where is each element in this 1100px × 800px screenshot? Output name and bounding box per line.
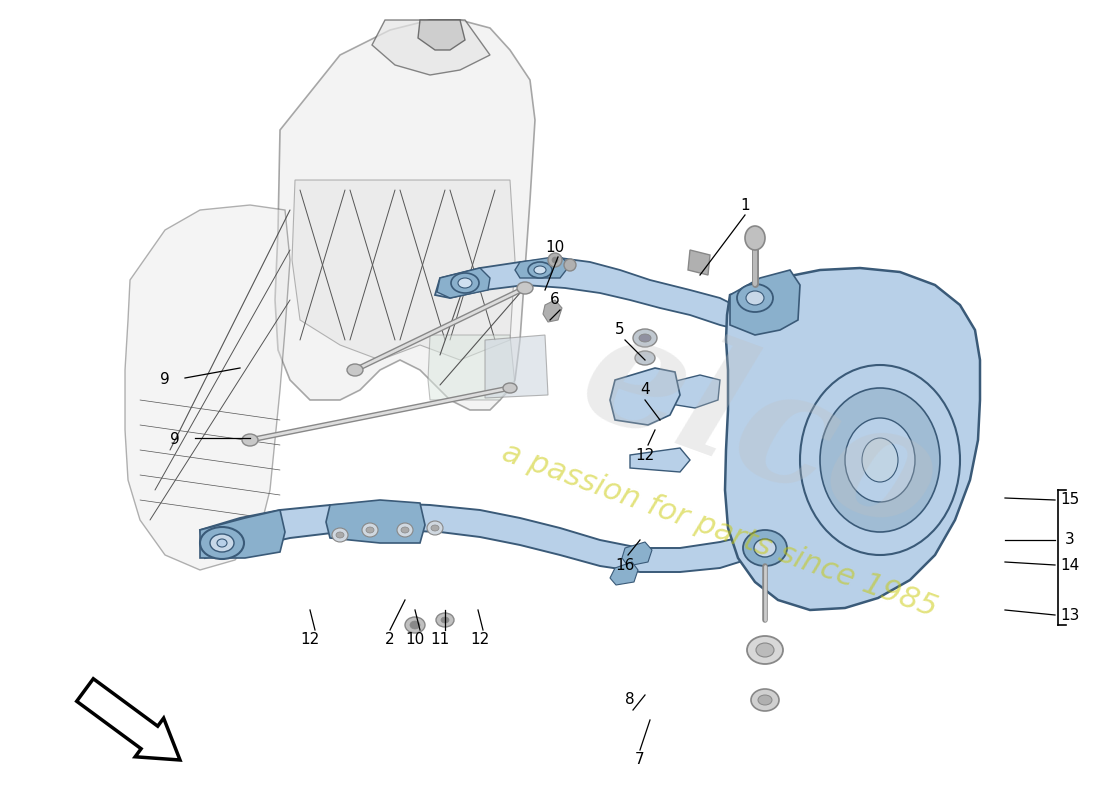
- Polygon shape: [434, 258, 740, 330]
- Ellipse shape: [362, 523, 378, 537]
- Ellipse shape: [528, 262, 552, 278]
- Text: 12: 12: [636, 447, 654, 462]
- Ellipse shape: [742, 530, 786, 566]
- Polygon shape: [372, 20, 490, 75]
- Ellipse shape: [427, 521, 443, 535]
- Ellipse shape: [564, 259, 576, 271]
- Ellipse shape: [451, 273, 478, 293]
- Ellipse shape: [217, 539, 227, 547]
- Text: 9: 9: [161, 373, 169, 387]
- Text: 14: 14: [1060, 558, 1079, 573]
- Ellipse shape: [200, 527, 244, 559]
- Polygon shape: [125, 205, 290, 570]
- Polygon shape: [610, 562, 638, 585]
- Text: 4: 4: [640, 382, 650, 398]
- Ellipse shape: [747, 636, 783, 664]
- Ellipse shape: [332, 528, 348, 542]
- Ellipse shape: [436, 613, 454, 627]
- Ellipse shape: [397, 523, 412, 537]
- Polygon shape: [610, 368, 680, 425]
- Ellipse shape: [552, 257, 558, 263]
- Text: 8: 8: [625, 693, 635, 707]
- Polygon shape: [515, 256, 570, 278]
- Ellipse shape: [754, 539, 776, 557]
- Ellipse shape: [751, 689, 779, 711]
- Polygon shape: [621, 542, 652, 566]
- Text: 10: 10: [546, 239, 564, 254]
- Ellipse shape: [366, 527, 374, 533]
- Ellipse shape: [410, 621, 420, 629]
- Polygon shape: [658, 375, 720, 408]
- Ellipse shape: [635, 351, 654, 365]
- Text: 3: 3: [1065, 533, 1075, 547]
- Ellipse shape: [431, 525, 439, 531]
- Polygon shape: [275, 20, 535, 410]
- Ellipse shape: [632, 329, 657, 347]
- Text: 13: 13: [1060, 607, 1080, 622]
- Text: 2: 2: [385, 633, 395, 647]
- Ellipse shape: [820, 388, 940, 532]
- Ellipse shape: [548, 253, 562, 267]
- Polygon shape: [688, 250, 710, 275]
- Polygon shape: [543, 300, 562, 322]
- Ellipse shape: [405, 617, 425, 633]
- Ellipse shape: [210, 534, 234, 552]
- Ellipse shape: [441, 617, 449, 623]
- FancyArrow shape: [77, 678, 180, 760]
- Ellipse shape: [517, 282, 534, 294]
- Ellipse shape: [639, 334, 651, 342]
- Ellipse shape: [758, 695, 772, 705]
- Text: 15: 15: [1060, 493, 1079, 507]
- Polygon shape: [292, 180, 515, 360]
- Text: 5: 5: [615, 322, 625, 338]
- Polygon shape: [200, 503, 752, 572]
- Text: 12: 12: [300, 633, 320, 647]
- Polygon shape: [428, 335, 515, 400]
- Polygon shape: [730, 270, 800, 335]
- Ellipse shape: [845, 418, 915, 502]
- Ellipse shape: [745, 226, 764, 250]
- Polygon shape: [200, 510, 285, 558]
- Polygon shape: [725, 268, 980, 610]
- Ellipse shape: [458, 278, 472, 288]
- Text: 9: 9: [170, 433, 180, 447]
- Ellipse shape: [862, 438, 898, 482]
- Ellipse shape: [756, 643, 774, 657]
- Ellipse shape: [402, 527, 409, 533]
- Text: 6: 6: [550, 293, 560, 307]
- Polygon shape: [326, 500, 425, 543]
- Polygon shape: [485, 335, 548, 398]
- Text: 12: 12: [471, 633, 490, 647]
- Text: 10: 10: [406, 633, 425, 647]
- Text: elco: elco: [562, 295, 958, 565]
- Ellipse shape: [746, 291, 764, 305]
- Ellipse shape: [503, 383, 517, 393]
- Ellipse shape: [534, 266, 546, 274]
- Text: 1: 1: [740, 198, 750, 213]
- Ellipse shape: [346, 364, 363, 376]
- Ellipse shape: [737, 284, 773, 312]
- Polygon shape: [418, 20, 465, 50]
- Polygon shape: [437, 268, 490, 298]
- Ellipse shape: [336, 532, 344, 538]
- Text: a passion for parts since 1985: a passion for parts since 1985: [498, 438, 942, 622]
- Text: 7: 7: [635, 753, 645, 767]
- Ellipse shape: [242, 434, 258, 446]
- Text: 16: 16: [615, 558, 635, 573]
- Ellipse shape: [800, 365, 960, 555]
- Polygon shape: [630, 448, 690, 472]
- Text: 11: 11: [430, 633, 450, 647]
